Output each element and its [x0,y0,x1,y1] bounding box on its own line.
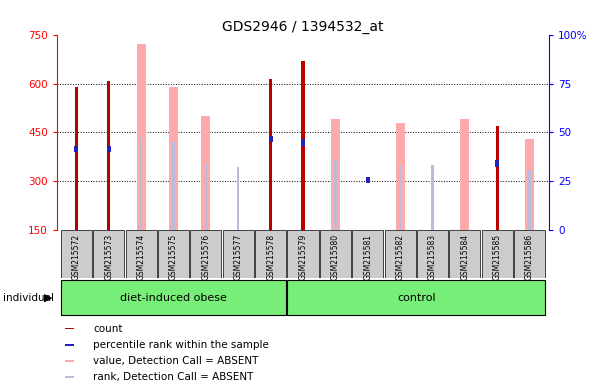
Bar [514,230,545,278]
Bar [495,160,499,167]
Bar [205,162,207,230]
Text: value, Detection Call = ABSENT: value, Detection Call = ABSENT [93,356,258,366]
Bar [93,230,124,278]
Bar [172,142,175,230]
Bar [320,230,351,278]
Bar [75,87,78,230]
Bar [125,230,157,278]
Bar [269,79,272,230]
Bar [385,230,416,278]
Bar [417,230,448,278]
Text: control: control [397,293,436,303]
Bar [169,87,178,230]
Bar [529,170,531,230]
Bar [496,126,499,230]
Bar [107,81,110,230]
Bar [525,139,534,230]
Bar [449,230,481,278]
Bar [158,230,189,278]
Text: GSM215576: GSM215576 [202,234,211,280]
Text: GSM215578: GSM215578 [266,234,275,280]
Bar [496,169,499,230]
Text: percentile rank within the sample: percentile rank within the sample [93,340,269,350]
Bar [366,177,370,183]
Bar [352,230,383,278]
Text: GSM215586: GSM215586 [525,234,534,280]
Bar [61,280,286,315]
Bar [331,119,340,230]
Bar [65,328,74,329]
Bar [482,230,513,278]
Bar [107,146,111,152]
Text: GSM215582: GSM215582 [395,234,404,280]
Bar [460,119,469,230]
Text: GSM215584: GSM215584 [460,234,469,280]
Text: diet-induced obese: diet-induced obese [120,293,227,303]
Text: count: count [93,323,122,334]
Bar [140,137,142,230]
Bar [202,116,211,230]
Bar [74,146,79,152]
Text: GSM215580: GSM215580 [331,234,340,280]
Bar [287,230,319,278]
Text: GSM215579: GSM215579 [299,234,308,280]
Text: GSM215583: GSM215583 [428,234,437,280]
Bar [137,45,146,230]
Text: rank, Detection Call = ABSENT: rank, Detection Call = ABSENT [93,372,253,382]
Text: individual: individual [3,293,54,303]
Bar [223,230,254,278]
Text: GSM215581: GSM215581 [363,234,372,280]
Text: GSM215577: GSM215577 [234,234,243,280]
Bar [190,230,221,278]
Bar [301,61,305,230]
Bar [395,123,404,230]
Bar [287,280,545,315]
Bar [399,165,401,230]
Bar [61,230,92,278]
Bar [334,160,337,230]
Bar [65,344,74,346]
Text: GSM215585: GSM215585 [493,234,502,280]
Text: GSM215573: GSM215573 [104,234,113,280]
Text: GSM215575: GSM215575 [169,234,178,280]
Bar [65,360,74,362]
Title: GDS2946 / 1394532_at: GDS2946 / 1394532_at [222,20,384,33]
Text: GSM215572: GSM215572 [72,234,81,280]
Bar [65,376,74,379]
Bar [301,139,305,146]
Bar [431,165,434,230]
Text: ▶: ▶ [44,293,52,303]
Bar [255,230,286,278]
Bar [237,167,239,230]
Bar [269,136,272,142]
Text: GSM215574: GSM215574 [137,234,146,280]
